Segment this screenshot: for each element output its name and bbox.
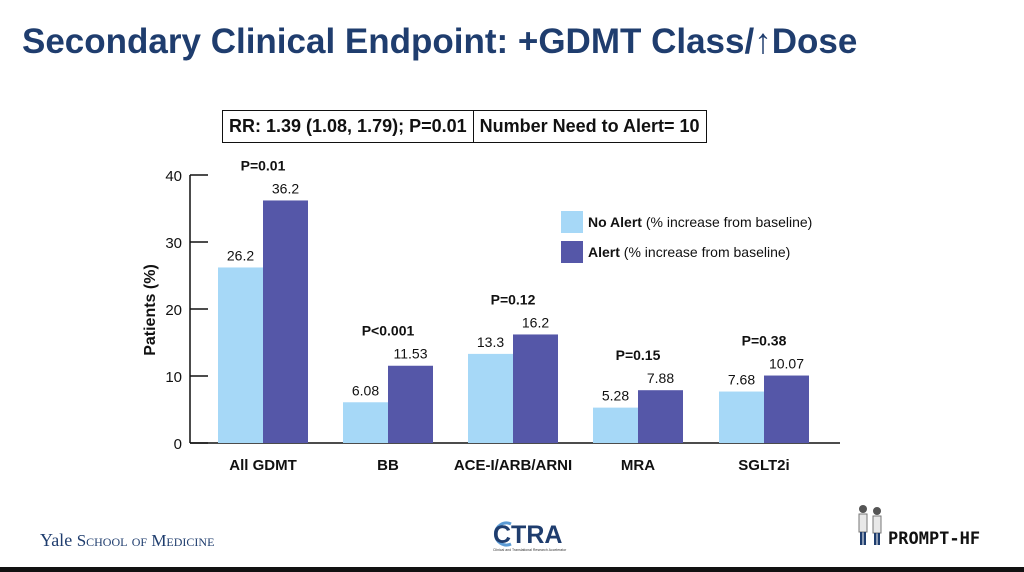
p-value-label: P=0.12 xyxy=(491,291,536,307)
legend-entry: Alert (% increase from baseline) xyxy=(588,244,790,260)
y-axis-title: Patients (%) xyxy=(142,264,159,356)
yale-logo: Yale School of Medicine xyxy=(40,530,214,551)
bar-no-alert xyxy=(593,407,638,443)
y-tick-label: 0 xyxy=(174,436,182,453)
legend-series-suffix: (% increase from baseline) xyxy=(624,244,791,260)
p-value-label: P=0.38 xyxy=(742,333,787,349)
bars-group xyxy=(218,200,809,443)
bar-no-alert xyxy=(468,353,513,443)
ctra-swoosh-icon xyxy=(493,521,512,547)
bar-alert xyxy=(513,334,558,443)
category-label: ACE-I/ARB/ARNI xyxy=(454,457,572,474)
bar-value-label: 13.3 xyxy=(477,334,504,350)
legend-series-name: No Alert xyxy=(588,214,646,230)
ctra-wordmark: CTRA xyxy=(493,521,562,549)
legend-series-name: Alert xyxy=(588,244,624,260)
p-value-label: P=0.01 xyxy=(241,157,286,173)
bar-value-label: 36.2 xyxy=(272,180,299,196)
bar-value-label: 5.28 xyxy=(602,388,629,404)
bar-value-label: 26.2 xyxy=(227,247,254,263)
yale-school: School of Medicine xyxy=(76,531,215,550)
yale-name: Yale xyxy=(40,530,73,550)
bar-value-label: 10.07 xyxy=(769,356,804,372)
legend-entry: No Alert (% increase from baseline) xyxy=(588,214,812,230)
legend: No Alert (% increase from baseline)Alert… xyxy=(561,211,812,263)
prompt-hf-wordmark: PROMPT-HF xyxy=(888,529,980,549)
y-tick-label: 20 xyxy=(165,302,182,319)
y-tick-label: 30 xyxy=(165,235,182,252)
y-tick-label: 40 xyxy=(165,168,182,185)
p-value-label: P<0.001 xyxy=(362,323,415,339)
relative-risk-label: RR: 1.39 (1.08, 1.79); P=0.01 xyxy=(229,116,467,136)
category-label: BB xyxy=(377,457,399,474)
bar-alert xyxy=(638,390,683,443)
category-label: MRA xyxy=(621,457,655,474)
bar-no-alert xyxy=(343,402,388,443)
bar-value-label: 16.2 xyxy=(522,314,549,330)
bar-alert xyxy=(263,200,308,443)
doctor-figures-icon xyxy=(858,505,882,545)
bar-value-label: 7.88 xyxy=(647,370,674,386)
ctra-logo: CTRA Clinical and Translational Research… xyxy=(493,521,567,552)
prompt-hf-logo: PROMPT-HF xyxy=(858,505,980,549)
legend-series-suffix: (% increase from baseline) xyxy=(646,214,813,230)
bar-no-alert xyxy=(719,391,764,443)
p-value-label: P=0.15 xyxy=(616,347,661,363)
number-needed-label: Number Need to Alert= 10 xyxy=(472,111,706,142)
category-label: All GDMT xyxy=(229,457,297,474)
bar-no-alert xyxy=(218,267,263,443)
y-tick-label: 10 xyxy=(165,369,182,386)
slide-title: Secondary Clinical Endpoint: +GDMT Class… xyxy=(22,22,858,61)
footer-rule xyxy=(0,567,1024,572)
legend-swatch xyxy=(561,241,583,263)
bar-alert xyxy=(388,365,433,443)
bar-alert xyxy=(764,375,809,443)
legend-swatch xyxy=(561,211,583,233)
labels-group: 26.2 36.2 P=0.01 All GDMT 6.08 11.53 P<0.001 BB… xyxy=(227,157,804,474)
ctra-subtitle: Clinical and Translational Research Acce… xyxy=(493,548,567,552)
bar-value-label: 7.68 xyxy=(728,372,755,388)
bar-value-label: 11.53 xyxy=(394,346,428,362)
bar-value-label: 6.08 xyxy=(352,382,379,398)
stats-box: RR: 1.39 (1.08, 1.79); P=0.01 Number Nee… xyxy=(222,110,707,143)
category-label: SGLT2i xyxy=(738,457,789,474)
